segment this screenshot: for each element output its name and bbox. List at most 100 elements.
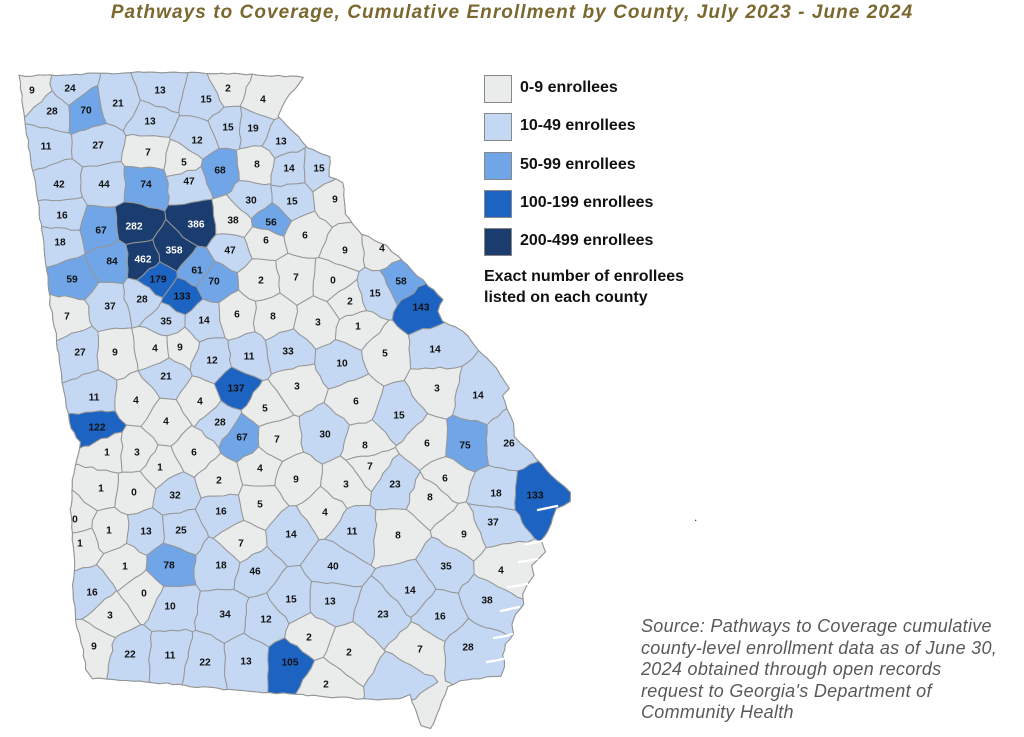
svg-text:61: 61 bbox=[191, 266, 203, 277]
svg-text:4: 4 bbox=[257, 464, 263, 475]
svg-text:4: 4 bbox=[379, 244, 385, 255]
svg-text:122: 122 bbox=[89, 423, 106, 434]
svg-text:46: 46 bbox=[249, 567, 261, 578]
svg-text:6: 6 bbox=[424, 439, 430, 450]
svg-text:105: 105 bbox=[282, 658, 299, 669]
svg-text:22: 22 bbox=[124, 650, 136, 661]
svg-text:33: 33 bbox=[282, 347, 294, 358]
svg-text:10: 10 bbox=[164, 602, 176, 613]
svg-text:15: 15 bbox=[285, 595, 297, 606]
svg-text:15: 15 bbox=[393, 411, 405, 422]
svg-text:3: 3 bbox=[343, 480, 349, 491]
svg-text:2: 2 bbox=[347, 297, 353, 308]
svg-text:21: 21 bbox=[160, 372, 172, 383]
svg-text:386: 386 bbox=[188, 220, 205, 231]
svg-text:15: 15 bbox=[313, 164, 325, 175]
svg-text:28: 28 bbox=[214, 418, 226, 429]
svg-text:12: 12 bbox=[191, 136, 203, 147]
svg-text:16: 16 bbox=[434, 612, 446, 623]
svg-text:59: 59 bbox=[66, 275, 78, 286]
svg-text:2: 2 bbox=[323, 680, 329, 691]
svg-text:13: 13 bbox=[275, 137, 287, 148]
svg-text:5: 5 bbox=[262, 404, 268, 415]
svg-text:3: 3 bbox=[294, 382, 300, 393]
svg-text:37: 37 bbox=[104, 302, 116, 313]
svg-text:6: 6 bbox=[234, 310, 240, 321]
svg-text:11: 11 bbox=[165, 651, 176, 662]
svg-text:67: 67 bbox=[95, 226, 107, 237]
svg-text:6: 6 bbox=[263, 236, 269, 247]
svg-text:0: 0 bbox=[141, 589, 147, 600]
svg-text:6: 6 bbox=[442, 474, 448, 485]
svg-text:11: 11 bbox=[244, 352, 255, 363]
svg-text:9: 9 bbox=[342, 246, 348, 257]
svg-text:462: 462 bbox=[135, 255, 152, 266]
svg-text:32: 32 bbox=[169, 491, 181, 502]
svg-text:30: 30 bbox=[245, 196, 257, 207]
svg-text:7: 7 bbox=[274, 435, 280, 446]
svg-text:35: 35 bbox=[440, 562, 452, 573]
svg-text:16: 16 bbox=[215, 507, 227, 518]
svg-text:1: 1 bbox=[106, 526, 112, 537]
svg-text:74: 74 bbox=[140, 180, 152, 191]
svg-text:7: 7 bbox=[64, 312, 70, 323]
svg-text:13: 13 bbox=[154, 86, 166, 97]
svg-text:4: 4 bbox=[498, 566, 504, 577]
svg-text:3: 3 bbox=[434, 384, 440, 395]
svg-text:23: 23 bbox=[389, 480, 401, 491]
svg-text:7: 7 bbox=[367, 462, 373, 473]
svg-text:5: 5 bbox=[181, 158, 187, 169]
svg-text:3: 3 bbox=[134, 448, 140, 459]
svg-text:4: 4 bbox=[260, 95, 266, 106]
svg-text:0: 0 bbox=[330, 276, 336, 287]
svg-text:6: 6 bbox=[191, 448, 197, 459]
svg-text:6: 6 bbox=[353, 397, 359, 408]
svg-text:28: 28 bbox=[462, 643, 474, 654]
svg-text:179: 179 bbox=[150, 275, 167, 286]
svg-text:133: 133 bbox=[174, 292, 191, 303]
svg-text:1: 1 bbox=[157, 463, 163, 474]
svg-text:4: 4 bbox=[163, 417, 169, 428]
svg-text:24: 24 bbox=[64, 84, 76, 95]
svg-text:14: 14 bbox=[283, 164, 295, 175]
svg-text:78: 78 bbox=[163, 561, 175, 572]
svg-text:9: 9 bbox=[91, 642, 97, 653]
svg-text:27: 27 bbox=[74, 348, 86, 359]
svg-text:58: 58 bbox=[395, 277, 407, 288]
svg-text:38: 38 bbox=[481, 596, 493, 607]
svg-text:25: 25 bbox=[175, 526, 187, 537]
svg-text:4: 4 bbox=[152, 344, 158, 355]
svg-text:18: 18 bbox=[54, 238, 66, 249]
svg-text:28: 28 bbox=[136, 295, 148, 306]
svg-text:7: 7 bbox=[238, 539, 244, 550]
svg-text:7: 7 bbox=[293, 273, 299, 284]
svg-text:15: 15 bbox=[200, 95, 212, 106]
svg-text:56: 56 bbox=[265, 218, 277, 229]
svg-text:27: 27 bbox=[92, 141, 104, 152]
svg-text:14: 14 bbox=[429, 345, 441, 356]
svg-text:40: 40 bbox=[327, 562, 339, 573]
svg-text:13: 13 bbox=[324, 597, 336, 608]
svg-text:14: 14 bbox=[472, 391, 484, 402]
svg-text:16: 16 bbox=[56, 211, 68, 222]
svg-text:9: 9 bbox=[461, 530, 467, 541]
svg-text:42: 42 bbox=[53, 180, 65, 191]
svg-text:143: 143 bbox=[413, 303, 430, 314]
svg-text:11: 11 bbox=[89, 393, 100, 404]
svg-text:1: 1 bbox=[122, 562, 128, 573]
svg-text:2: 2 bbox=[346, 648, 352, 659]
svg-text:70: 70 bbox=[80, 106, 92, 117]
svg-text:21: 21 bbox=[112, 99, 124, 110]
svg-text:6: 6 bbox=[302, 231, 308, 242]
svg-text:4: 4 bbox=[133, 396, 139, 407]
svg-text:15: 15 bbox=[286, 197, 298, 208]
svg-text:9: 9 bbox=[332, 195, 338, 206]
svg-text:11: 11 bbox=[347, 527, 358, 538]
svg-text:8: 8 bbox=[270, 312, 276, 323]
svg-text:16: 16 bbox=[86, 588, 98, 599]
svg-text:8: 8 bbox=[395, 531, 401, 542]
svg-text:28: 28 bbox=[46, 107, 58, 118]
svg-text:10: 10 bbox=[336, 359, 348, 370]
svg-text:12: 12 bbox=[260, 615, 272, 626]
svg-text:19: 19 bbox=[247, 124, 259, 135]
